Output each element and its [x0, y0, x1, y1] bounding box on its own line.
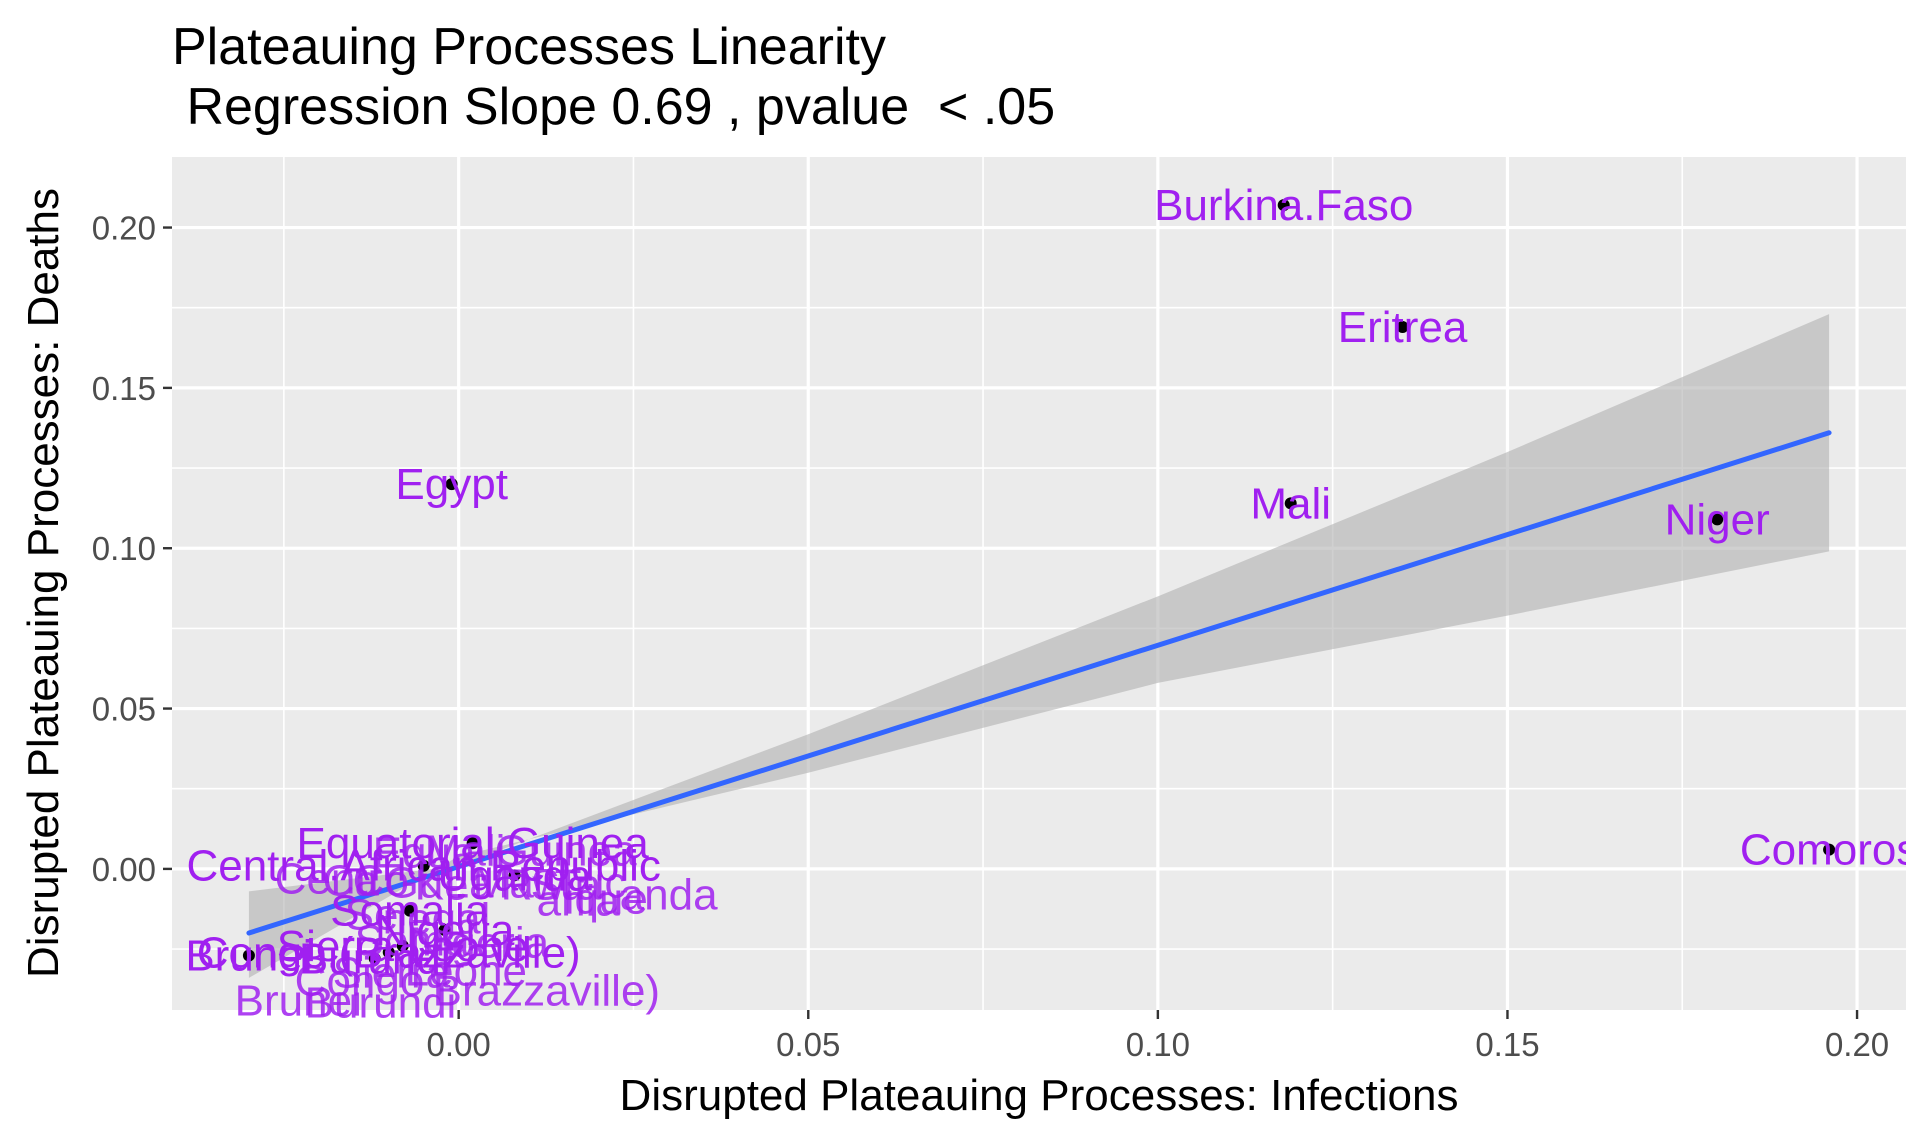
- cluster-fragment-8: La: [445, 858, 494, 907]
- x-tick-label-3: 0.15: [1475, 1026, 1539, 1063]
- data-point-0: [1277, 199, 1290, 212]
- cluster-fragment-4: Ca: [323, 856, 380, 905]
- data-point-13: [368, 952, 381, 965]
- regression-line: [246, 430, 1832, 936]
- data-point-5: [1823, 843, 1836, 856]
- point-label-9: Somalia: [330, 887, 489, 936]
- data-point-4: [1711, 513, 1724, 526]
- cluster-fragment-3: Centr: [275, 854, 383, 903]
- cluster-fragment-23: Congo: [295, 956, 425, 1005]
- confidence-ribbon-layer: [248, 314, 1830, 978]
- cluster-fragment-25: Brunei: [235, 976, 362, 1025]
- cluster-fragment-5: Co: [353, 856, 409, 905]
- cluster-fragment-18: negal: [383, 894, 491, 943]
- point-label-1: Eritrea: [1338, 303, 1468, 352]
- y-tick-label-1: 0.05: [92, 691, 156, 728]
- data-point-1: [1396, 320, 1409, 333]
- x-tick-label-0: 0.00: [427, 1026, 491, 1063]
- point-label-12: Congo.(Brazzaville): [197, 928, 581, 977]
- point-label-0: Burkina.Faso: [1154, 181, 1413, 230]
- cluster-fragment-2: Guinea: [495, 826, 637, 875]
- cluster-fragment-9: Ma: [473, 858, 535, 907]
- point-label-14: Brunei: [185, 931, 312, 980]
- cluster-fragment-0: Equa: [373, 828, 476, 877]
- point-label-11: Sierra.Leone: [277, 922, 529, 971]
- point-label-7: Central.African.Republic: [186, 842, 660, 891]
- point-label-2: Egypt: [395, 460, 508, 509]
- data-point-7: [417, 859, 430, 872]
- x-tick-label-4: 0.20: [1825, 1026, 1889, 1063]
- cluster-fragment-17: Se: [345, 890, 399, 939]
- cluster-fragment-1: Mali: [425, 826, 506, 875]
- chart-title: Plateauing Processes Linearity: [172, 18, 886, 76]
- x-tick-label-2: 0.10: [1126, 1026, 1190, 1063]
- data-point-9: [403, 904, 416, 917]
- cluster-fragment-6: Gu: [385, 858, 444, 907]
- data-point-3: [1284, 497, 1297, 510]
- data-point-10: [438, 923, 451, 936]
- data-points: [242, 199, 1836, 965]
- cluster-fragment-16: ania: [537, 876, 621, 925]
- data-point-14: [242, 949, 255, 962]
- cluster-fragment-7: Ke: [415, 860, 469, 909]
- cluster-fragment-22: Leone: [405, 946, 527, 995]
- x-tick-label-1: 0.05: [776, 1026, 840, 1063]
- cluster-fragment-15: ique: [565, 874, 648, 923]
- data-point-6: [466, 837, 479, 850]
- data-point-12: [382, 946, 395, 959]
- x-axis-title: Disrupted Plateauing Processes: Infectio…: [620, 1071, 1459, 1120]
- cluster-fragment-26: Burundi: [305, 978, 457, 1027]
- point-label-5: Comoros: [1740, 826, 1906, 875]
- y-tick-label-3: 0.15: [92, 370, 156, 407]
- point-label-3: Mali: [1250, 479, 1331, 528]
- x-axis: 0.00 0.05 0.10 0.15 0.20: [427, 1010, 1889, 1063]
- regression-line-layer: [246, 430, 1832, 936]
- point-label-8: Uganda: [438, 851, 593, 900]
- cluster-fragment-11: Su: [531, 860, 585, 909]
- point-labels: Burkina.Faso Eritrea Egypt Mali Niger Comoros…: [185, 181, 1906, 984]
- cluster-fragment-13: ic: [595, 858, 627, 907]
- y-axis-title: Disrupted Plateauing Processes: Deaths: [19, 188, 68, 978]
- point-label-6: Equatorial.Guinea: [297, 819, 650, 868]
- cluster-fragment-19: Soma: [355, 916, 470, 965]
- cluster-fragment-10: Rw: [501, 860, 565, 909]
- point-label-4: Niger: [1665, 495, 1770, 544]
- cluster-fragment-21: Sierra: [333, 948, 451, 997]
- data-point-11: [396, 939, 409, 952]
- cluster-fragment-14: anda: [620, 870, 718, 919]
- data-point-8: [508, 869, 521, 882]
- chart-subtitle: Regression Slope 0.69 , pvalue < .05: [172, 78, 1055, 136]
- cluster-fragment-12: Ta: [555, 860, 602, 909]
- data-point-2: [445, 478, 458, 491]
- confidence-ribbon: [248, 314, 1830, 978]
- minor-gridlines: [172, 157, 1906, 1010]
- y-axis: 0.00 0.05 0.10 0.15 0.20: [92, 210, 172, 888]
- y-tick-label-4: 0.20: [92, 210, 156, 247]
- cluster-fragment-20: Nigeria: [410, 918, 550, 967]
- y-tick-label-2: 0.10: [92, 530, 156, 567]
- y-tick-label-0: 0.00: [92, 851, 156, 888]
- point-label-10: Nigeria: [375, 906, 515, 955]
- point-label-13: Burundi: [299, 935, 451, 984]
- cluster-fragment-24: Brazzaville): [433, 966, 660, 1015]
